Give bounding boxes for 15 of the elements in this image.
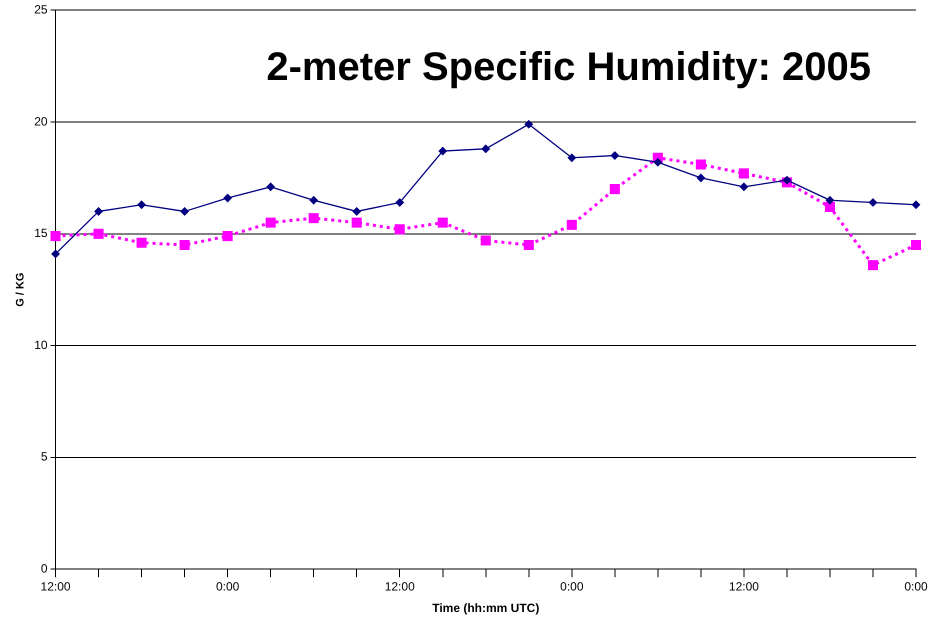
y-tick-label: 15: [34, 226, 48, 240]
text: 2-meter Specific Humidity: 2005: [266, 45, 871, 90]
y-tick-label: 10: [34, 338, 48, 352]
y-tick-label: 20: [34, 114, 48, 128]
x-tick-label: 0:00: [904, 580, 928, 594]
x-tick-label: 12:00: [384, 580, 416, 594]
x-tick-label: 12:00: [40, 580, 71, 594]
y-axis-title: G / KG: [14, 272, 27, 307]
x-tick-label: 0:00: [560, 580, 584, 594]
x-axis-title: Time (hh:mm UTC): [432, 601, 540, 616]
y-tick-label: 5: [40, 450, 48, 464]
x-tick-label: 0:00: [216, 580, 240, 594]
x-tick-label: 12:00: [728, 580, 760, 594]
y-tick-label: 25: [34, 2, 48, 17]
y-tick-label: 0: [40, 562, 48, 576]
